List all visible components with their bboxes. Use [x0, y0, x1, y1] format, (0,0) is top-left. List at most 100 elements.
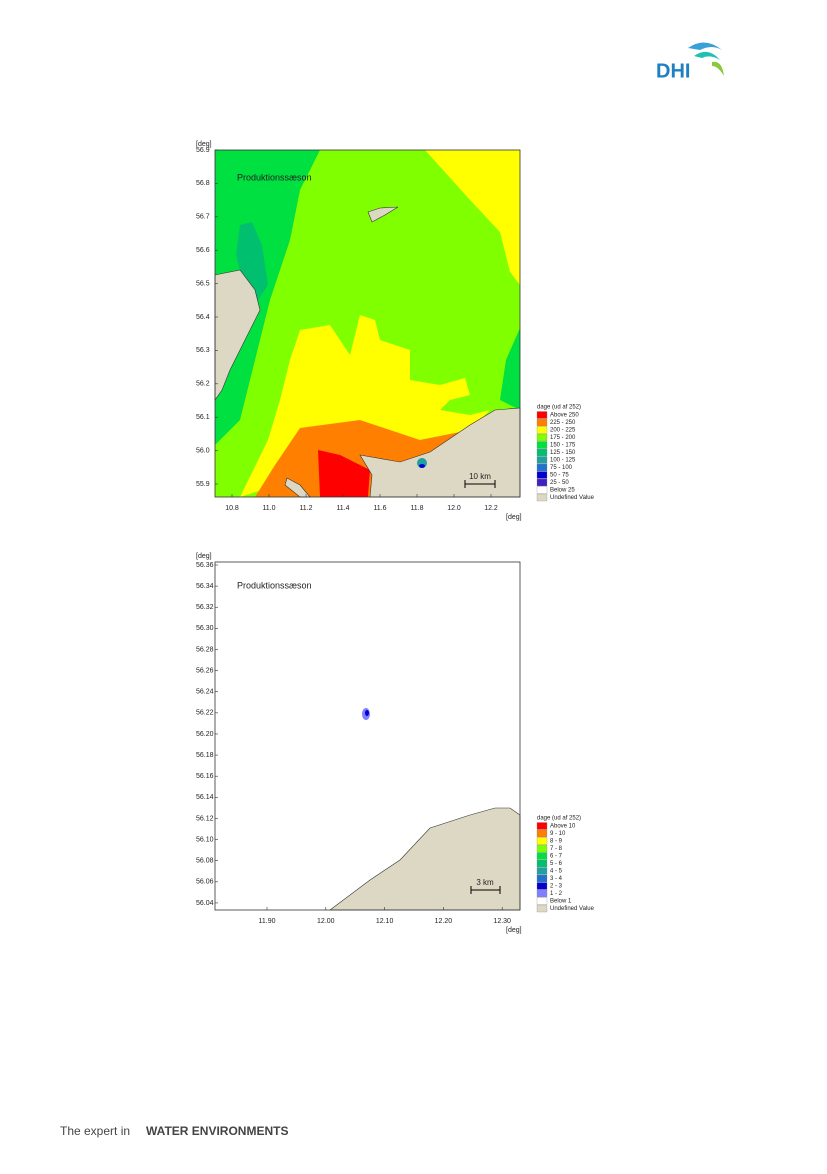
legend-label: 125 - 150 [550, 450, 576, 456]
map-frame [214, 561, 521, 911]
legend-swatch [536, 433, 548, 442]
x-tick-label: 12.00 [317, 918, 335, 925]
legend-label: 5 - 6 [550, 861, 563, 867]
y-tick-label: 56.06 [196, 879, 214, 886]
x-tick-label: 11.4 [336, 505, 349, 512]
legend-label: 1 - 2 [550, 891, 563, 897]
x-tick-label: 12.10 [376, 918, 394, 925]
legend-label: 9 - 10 [550, 831, 566, 837]
y-tick-label: 56.16 [196, 773, 214, 780]
y-tick-label: 56.9 [196, 147, 210, 154]
scale-bar-label: 3 km [476, 878, 494, 887]
legend-swatch [536, 829, 548, 838]
x-tick-label: 12.2 [484, 505, 498, 512]
legend-swatch [536, 471, 548, 479]
x-unit: [deg] [506, 927, 522, 934]
y-tick-label: 56.20 [196, 731, 214, 738]
legend-swatch [536, 874, 548, 883]
y-tick-label: 56.22 [196, 710, 214, 717]
y-tick-label: 56.3 [196, 347, 210, 354]
scale-bar-label: 10 km [469, 472, 491, 481]
y-tick-label: 56.04 [196, 900, 214, 907]
y-tick-label: 56.32 [196, 604, 214, 611]
legend-title: dage (ud af 252) [537, 405, 581, 411]
x-tick-label: 12.30 [493, 918, 511, 925]
x-tick-label: 12.0 [447, 505, 461, 512]
map-1-shapes [214, 150, 521, 498]
y-tick-label: 56.4 [196, 314, 210, 321]
legend-swatch [536, 882, 548, 890]
logo: DHI [656, 42, 724, 82]
y-tick-label: 56.24 [196, 689, 214, 696]
y-tick-label: 56.5 [196, 280, 210, 287]
x-tick-label: 11.90 [259, 918, 276, 925]
legend-swatch [536, 852, 548, 860]
logo-text: DHI [656, 60, 690, 82]
legend-label: 200 - 225 [550, 428, 576, 434]
legend-swatch [536, 844, 548, 853]
legend-label: Below 1 [550, 899, 572, 905]
legend-label: 25 - 50 [550, 480, 569, 486]
map-label: Produktionssæson [237, 580, 312, 590]
y-tick-label: 56.8 [196, 180, 210, 187]
legend-swatch [536, 859, 548, 868]
legend-label: 8 - 9 [550, 839, 563, 845]
footer-strong: WATER ENVIRONMENTS [146, 1124, 288, 1138]
legend-label: Above 10 [550, 824, 576, 830]
legend-label: Below 25 [550, 488, 575, 494]
x-tick-label: 12.20 [435, 918, 453, 925]
y-tick-label: 56.18 [196, 752, 214, 759]
legend-label: Undefined Value [550, 906, 595, 912]
legend-swatch [536, 897, 548, 905]
legend-label: 3 - 4 [550, 876, 563, 882]
y-tick-label: 56.1 [196, 414, 210, 421]
y-tick-label: 56.7 [196, 214, 210, 221]
legend-swatch [536, 904, 548, 913]
legend-label: Undefined Value [550, 495, 595, 501]
legend-label: 225 - 250 [550, 420, 576, 426]
footer-lead: The expert in [60, 1124, 130, 1138]
legend-swatch [536, 411, 548, 419]
legend-swatch [536, 448, 548, 457]
y-tick-label: 56.0 [196, 447, 210, 454]
y-tick-label: 56.34 [196, 583, 214, 590]
y-tick-label: 56.36 [196, 562, 214, 569]
legend-swatch [536, 418, 548, 427]
legend-title: dage (ud af 252) [537, 816, 581, 822]
legend-swatch [536, 426, 548, 434]
legend-swatch [536, 867, 548, 875]
y-tick-label: 56.2 [196, 381, 210, 388]
legend-label: 4 - 5 [550, 869, 563, 875]
x-tick-label: 11.0 [262, 505, 275, 512]
y-unit: [deg] [196, 141, 212, 148]
y-tick-label: 56.12 [196, 815, 214, 822]
x-tick-label: 11.8 [410, 505, 423, 512]
legend-label: 150 - 175 [550, 443, 576, 449]
legend-swatch [536, 478, 548, 487]
y-tick-label: 56.6 [196, 247, 210, 254]
legend-swatch [536, 837, 548, 845]
legend-label: 75 - 100 [550, 465, 573, 471]
legend-swatch [536, 463, 548, 472]
y-tick-label: 56.14 [196, 794, 214, 801]
legend-swatch [536, 493, 548, 502]
x-tick-label: 11.6 [373, 505, 386, 512]
legend-swatch [536, 889, 548, 898]
legend-swatch [536, 456, 548, 464]
x-unit: [deg] [506, 514, 522, 521]
legend-label: 2 - 3 [550, 884, 563, 890]
legend-swatch [536, 822, 548, 830]
y-unit: [deg] [196, 553, 212, 560]
y-tick-label: 56.26 [196, 667, 214, 674]
x-tick-label: 11.2 [299, 505, 312, 512]
map-2-shapes [215, 562, 521, 911]
y-tick-label: 56.30 [196, 625, 214, 632]
legend-swatch [536, 441, 548, 449]
y-tick-label: 55.9 [196, 481, 210, 488]
y-tick-label: 56.28 [196, 646, 214, 653]
legend-label: 175 - 200 [550, 435, 576, 441]
x-tick-label: 10.8 [225, 505, 239, 512]
y-tick-label: 56.10 [196, 836, 214, 843]
